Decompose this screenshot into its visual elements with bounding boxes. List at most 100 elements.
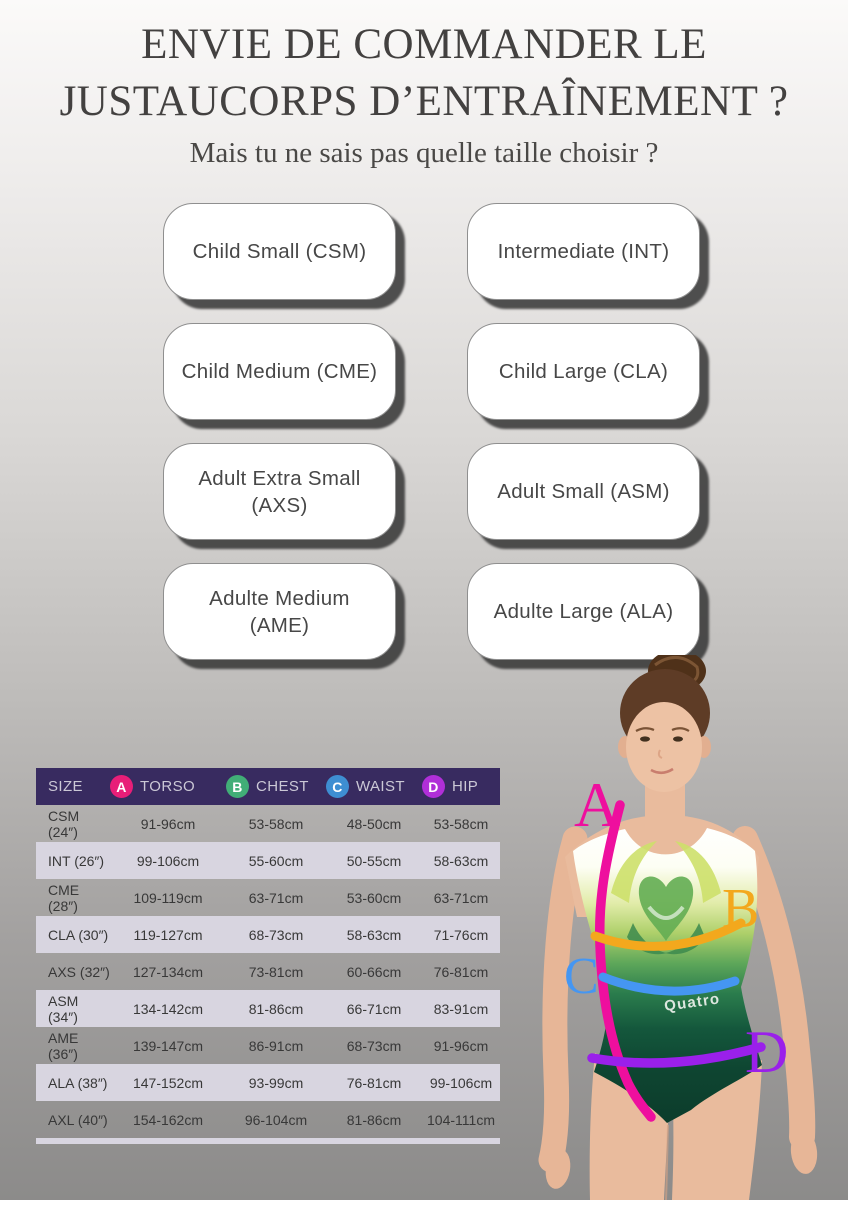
page-subtitle: Mais tu ne sais pas quelle taille choisi… xyxy=(189,137,659,169)
table-header-row: SIZE A TORSO B CHEST C WAIST D HIP xyxy=(36,768,500,805)
table-row-ame: AME (36″) 139-147cm 86-91cm 68-73cm 91-9… xyxy=(36,1027,500,1064)
table-row-axl: AXL (40″) 154-162cm 96-104cm 81-86cm 104… xyxy=(36,1101,500,1138)
size-cell: CLA (30″) xyxy=(48,926,109,943)
table-row-axs: AXS (32″) 127-134cm 73-81cm 60-66cm 76-8… xyxy=(36,953,500,990)
hip-cell: 76-81cm xyxy=(433,963,489,980)
waist-cell: 53-60cm xyxy=(346,889,402,906)
hip-cell: 71-76cm xyxy=(433,926,489,943)
size-button-label: Adult Extra Small (AXS) xyxy=(198,466,361,517)
size-cell: ALA (38″) xyxy=(48,1074,108,1091)
size-button-cme[interactable]: Child Medium (CME) xyxy=(163,323,396,420)
size-column-header: SIZE xyxy=(48,778,83,795)
chest-cell: 63-71cm xyxy=(248,889,304,906)
chest-cell: 55-60cm xyxy=(248,852,304,869)
torso-column-header: A TORSO xyxy=(110,775,226,798)
size-cell: AXL (40″) xyxy=(48,1111,108,1128)
gymnast-head xyxy=(618,650,711,792)
chest-cell: 73-81cm xyxy=(248,963,304,980)
size-button-ala[interactable]: Adulte Large (ALA) xyxy=(467,563,700,660)
size-buttons-grid: Child Small (CSM) Intermediate (INT) Chi… xyxy=(163,203,700,660)
measure-line-torso-a xyxy=(594,800,656,1122)
gymnast-measurement-illustration: Quatro xyxy=(515,650,848,1201)
waist-cell: 81-86cm xyxy=(346,1111,402,1128)
gymnast-arms xyxy=(538,826,818,1189)
chest-cell: 86-91cm xyxy=(248,1037,304,1054)
waist-cell: 48-50cm xyxy=(346,815,402,832)
measure-letter-d: D xyxy=(745,1019,788,1085)
size-button-int[interactable]: Intermediate (INT) xyxy=(467,203,700,300)
waist-cell: 58-63cm xyxy=(346,926,402,943)
chest-badge-icon: B xyxy=(226,775,249,798)
hip-cell: 99-106cm xyxy=(429,1074,493,1091)
chest-cell: 81-86cm xyxy=(248,1000,304,1017)
left-eye xyxy=(640,736,650,742)
size-button-label: Child Medium (CME) xyxy=(181,360,378,383)
hip-cell: 91-96cm xyxy=(433,1037,489,1054)
size-cell: AME (36″) xyxy=(48,1029,79,1062)
nose xyxy=(657,749,663,759)
table-row-int: INT (26″) 99-106cm 55-60cm 50-55cm 58-63… xyxy=(36,842,500,879)
torso-cell: 147-152cm xyxy=(132,1074,204,1091)
hip-cell: 104-111cm xyxy=(427,1111,495,1128)
table-bottom-bar xyxy=(36,1138,500,1144)
size-cell: CSM (24″) xyxy=(48,807,80,840)
measure-letter-c: C xyxy=(564,948,599,1005)
page-title-line1: ENVIE DE COMMANDER LE xyxy=(141,21,707,68)
torso-cell: 134-142cm xyxy=(132,1000,204,1017)
size-cell: CME (28″) xyxy=(48,881,80,914)
table-row-asm: ASM (34″) 134-142cm 81-86cm 66-71cm 83-9… xyxy=(36,990,500,1027)
size-button-label: Adulte Medium (AME) xyxy=(209,586,350,637)
size-button-ame[interactable]: Adulte Medium (AME) xyxy=(163,563,396,660)
measure-line-chest-b xyxy=(590,918,746,951)
torso-cell: 127-134cm xyxy=(132,963,204,980)
measure-letter-a: A xyxy=(574,769,620,840)
size-button-label: Adult Small (ASM) xyxy=(497,480,670,503)
size-button-csm[interactable]: Child Small (CSM) xyxy=(163,203,396,300)
waist-cell: 60-66cm xyxy=(346,963,402,980)
measure-line-hip-d xyxy=(587,1042,766,1068)
torso-cell: 99-106cm xyxy=(136,852,200,869)
face xyxy=(626,702,702,792)
hip-cell: 83-91cm xyxy=(433,1000,489,1017)
hip-badge-icon: D xyxy=(422,775,445,798)
left-hand xyxy=(545,1149,571,1189)
size-cell: AXS (32″) xyxy=(48,963,110,980)
gymnast-svg: Quatro xyxy=(538,650,818,1201)
hip-cell: 53-58cm xyxy=(433,815,489,832)
torso-cell: 119-127cm xyxy=(133,926,203,943)
table-row-ala: ALA (38″) 147-152cm 93-99cm 76-81cm 99-1… xyxy=(36,1064,500,1101)
chest-cell: 93-99cm xyxy=(248,1074,304,1091)
torso-cell: 91-96cm xyxy=(140,815,196,832)
waist-badge-icon: C xyxy=(326,775,349,798)
table-row-cme: CME (28″) 109-119cm 63-71cm 53-60cm 63-7… xyxy=(36,879,500,916)
chest-cell: 53-58cm xyxy=(248,815,304,832)
hip-column-header: D HIP xyxy=(422,775,500,798)
size-button-label: Child Small (CSM) xyxy=(192,240,367,263)
waist-column-header: C WAIST xyxy=(326,775,422,798)
waist-cell: 76-81cm xyxy=(346,1074,402,1091)
size-button-label: Intermediate (INT) xyxy=(497,240,670,263)
waist-cell: 68-73cm xyxy=(346,1037,402,1054)
torso-cell: 109-119cm xyxy=(133,889,203,906)
table-row-csm: CSM (24″) 91-96cm 53-58cm 48-50cm 53-58c… xyxy=(36,805,500,842)
table-row-cla: CLA (30″) 119-127cm 68-73cm 58-63cm 71-7… xyxy=(36,916,500,953)
size-button-label: Adulte Large (ALA) xyxy=(493,600,674,623)
size-cell: INT (26″) xyxy=(48,852,105,869)
waist-cell: 50-55cm xyxy=(346,852,402,869)
size-button-axs[interactable]: Adult Extra Small (AXS) xyxy=(163,443,396,540)
hip-cell: 58-63cm xyxy=(433,852,489,869)
waist-cell: 66-71cm xyxy=(346,1000,402,1017)
right-hand xyxy=(790,1130,818,1174)
chest-cell: 68-73cm xyxy=(248,926,304,943)
header-section: ENVIE DE COMMANDER LE JUSTAUCORPS D’ENTRA… xyxy=(0,16,848,170)
size-cell: ASM (34″) xyxy=(48,992,79,1025)
measurement-overlay xyxy=(587,800,766,1122)
size-button-asm[interactable]: Adult Small (ASM) xyxy=(467,443,700,540)
size-button-cla[interactable]: Child Large (CLA) xyxy=(467,323,700,420)
chest-cell: 96-104cm xyxy=(244,1111,308,1128)
right-eye xyxy=(673,736,683,742)
page-title: ENVIE DE COMMANDER LE JUSTAUCORPS D’ENTRA… xyxy=(0,16,848,130)
mouth xyxy=(650,767,674,775)
size-button-label: Child Large (CLA) xyxy=(498,360,669,383)
